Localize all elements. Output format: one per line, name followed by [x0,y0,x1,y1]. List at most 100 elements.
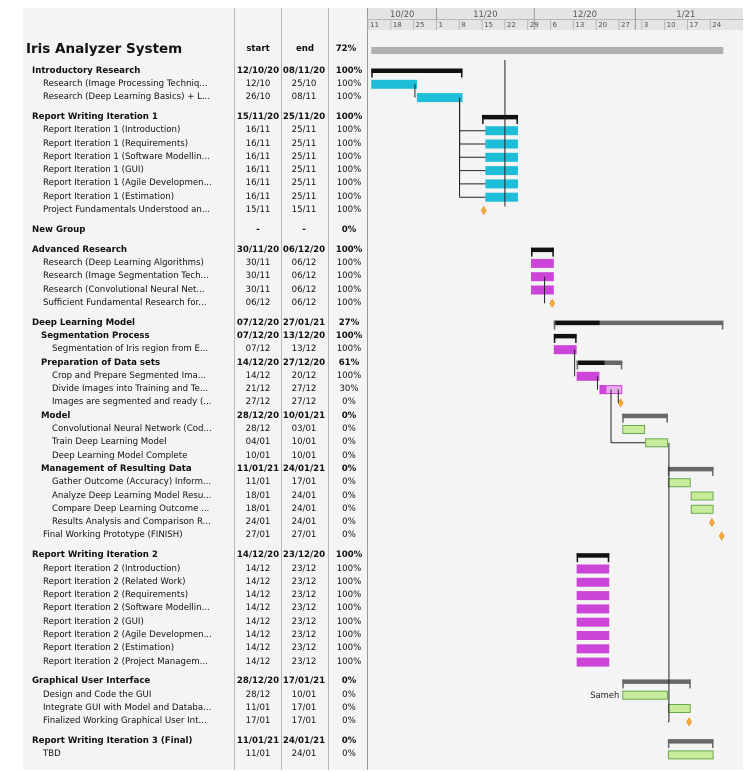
task-start: 04/01 [245,437,271,448]
task-start: - [256,224,260,235]
task-bar [576,371,600,381]
task-start: 07/12/20 [236,330,280,341]
task-row[interactable]: Report Writing Iteration 1 15/11/20 25/11/… [23,111,368,124]
task-percent: 100% [335,65,363,76]
task-row[interactable]: Convolutional Neural Network (Cod... 28/1… [23,423,368,436]
task-row[interactable]: Crop and Prepare Segmented Ima... 14/12 20… [23,370,368,383]
task-row[interactable]: Report Iteration 2 (Related Work) 14/12 23… [23,576,368,589]
task-row[interactable]: Introductory Research 12/10/20 08/11/20 100… [23,65,368,78]
task-row[interactable]: Sufficient Fundamental Research for... 06… [23,297,368,310]
task-end: 23/12 [291,656,317,667]
task-percent: 100% [336,178,362,189]
task-row[interactable]: Deep Learning Model 07/12/20 27/01/21 27% [23,317,368,330]
task-row[interactable]: Gather Outcome (Accuracy) Inform... 11/01… [23,476,368,489]
task-bar [622,690,668,700]
summary-bar [553,333,577,339]
task-percent: 100% [336,297,362,308]
task-row[interactable]: Images are segmented and ready (... 27/12… [23,396,368,409]
task-percent: 100% [336,125,362,136]
task-row[interactable]: Research (Deep Learning Basics) + L... 26… [23,91,368,104]
task-percent: 0% [342,450,356,461]
week-label: 8 [461,21,465,29]
task-row[interactable]: Segmentation of Iris region from E... 07/… [23,343,368,356]
task-row[interactable]: Analyze Deep Learning Model Resu... 18/01… [23,490,368,503]
task-row[interactable]: Research (Image Processing Techniq... 12/… [23,78,368,91]
task-row[interactable]: Report Iteration 1 (Requirements) 16/11 25… [23,138,368,151]
summary-bar-cap [516,114,518,124]
task-end: 08/11/20 [282,65,326,76]
task-row[interactable]: Report Iteration 2 (Software Modellin...… [23,602,368,615]
task-row[interactable]: Report Iteration 2 (Requirements) 14/12 23… [23,589,368,602]
task-row[interactable]: Report Iteration 1 (Introduction) 16/11 25… [23,124,368,137]
task-percent: 0% [342,397,356,408]
task-row[interactable]: Final Working Prototype (FINISH) 27/01 27/… [23,529,368,542]
month-label: 10/20 [390,10,415,20]
task-percent: 100% [336,191,362,202]
task-row[interactable]: Divide Images into Training and Te... 21/… [23,383,368,396]
task-percent: 0% [342,749,356,760]
task-end: 25/11 [291,125,317,136]
project-summary-bar [371,47,724,54]
task-start: 17/01 [245,716,271,727]
start-column-header: start [246,44,270,54]
task-end: 03/01 [291,424,317,434]
task-row[interactable]: TBD 11/01 24/01 0% [23,748,368,761]
task-row[interactable]: Report Writing Iteration 3 (Final) 11/01/… [23,735,368,748]
task-row[interactable]: Advanced Research 30/11/20 06/12/20 100% [23,244,368,257]
task-row[interactable]: Preparation of Data sets 14/12/20 27/12/20… [23,357,368,370]
summary-bar-cap [712,466,714,476]
task-percent: 100% [336,576,362,587]
end-column-header: end [295,44,315,54]
week-label: 25 [416,21,425,29]
task-row[interactable]: Report Writing Iteration 2 14/12/20 23/12/… [23,549,368,562]
task-start: 11/01/21 [236,736,280,747]
task-percent: 0% [342,424,356,434]
task-percent: 100% [336,92,362,103]
week-label: 1 [438,21,442,29]
task-row[interactable]: Report Iteration 2 (Estimation) 14/12 23/1… [23,642,368,655]
task-row[interactable]: Deep Learning Model Complete 10/01 10/01 0% [23,450,368,463]
task-row[interactable]: Results Analysis and Comparison R... 24/0… [23,516,368,529]
task-start: 11/01 [245,703,271,713]
week-label: 6 [553,21,558,29]
task-row[interactable]: Research (Deep Learning Algorithms) 30/11… [23,257,368,270]
summary-bar-cap [553,333,556,343]
task-row[interactable]: Compare Deep Learning Outcome ... 18/01 24… [23,503,368,516]
week-label: 18 [393,21,402,29]
task-row[interactable]: Report Iteration 2 (Introduction) 14/12 23… [23,563,368,576]
task-row[interactable]: Design and Code the GUI 28/12 10/01 0% [23,689,368,702]
task-percent: 0% [342,530,356,541]
week-label: 10 [667,21,676,29]
task-end: 25/11 [291,138,317,149]
summary-bar-cap [620,360,623,370]
task-row[interactable]: Research (Convolutional Neural Net... 30/… [23,284,368,297]
task-start: 12/10 [245,78,271,89]
task-bar [576,577,610,587]
task-row[interactable]: Report Iteration 1 (GUI) 16/11 25/11 100% [23,164,368,177]
task-row[interactable]: Report Iteration 1 (Estimation) 16/11 25/1… [23,191,368,204]
task-row[interactable]: Finalized Working Graphical User Int... 1… [23,715,368,728]
task-row[interactable]: Management of Resulting Data 11/01/21 24/0… [23,463,368,476]
week-label: 13 [575,21,584,29]
task-bar [622,425,646,434]
task-end: 24/01 [291,490,317,501]
task-percent: 100% [336,284,362,295]
task-row[interactable]: Graphical User Interface 28/12/20 17/01/21… [23,675,368,688]
task-row[interactable]: Model 28/12/20 10/01/21 0% [23,410,368,423]
task-row[interactable]: Research (Image Segmentation Tech... 30/1… [23,270,368,283]
task-row[interactable]: Report Iteration 2 (GUI) 14/12 23/12 100% [23,616,368,629]
task-row[interactable]: Report Iteration 2 (Project Managem... 14… [23,656,368,669]
task-bar [576,644,610,654]
task-row[interactable]: Train Deep Learning Model 04/01 10/01 0% [23,436,368,449]
task-end: 24/01/21 [282,736,326,747]
task-start: 18/01 [245,490,271,501]
task-percent: 100% [336,138,362,149]
summary-bar-cap [721,320,724,330]
task-row[interactable]: Report Iteration 1 (Software Modellin...… [23,151,368,164]
task-row[interactable]: New Group - -0% [23,224,368,237]
task-row[interactable]: Integrate GUI with Model and Databa... 11… [23,702,368,715]
task-row[interactable]: Report Iteration 1 (Agile Developmen... 1… [23,177,368,190]
task-row[interactable]: Project Fundamentals Understood an... 15/… [23,204,368,217]
task-row[interactable]: Segmentation Process 07/12/20 13/12/20 100% [23,330,368,343]
task-row[interactable]: Report Iteration 2 (Agile Developmen... 1… [23,629,368,642]
